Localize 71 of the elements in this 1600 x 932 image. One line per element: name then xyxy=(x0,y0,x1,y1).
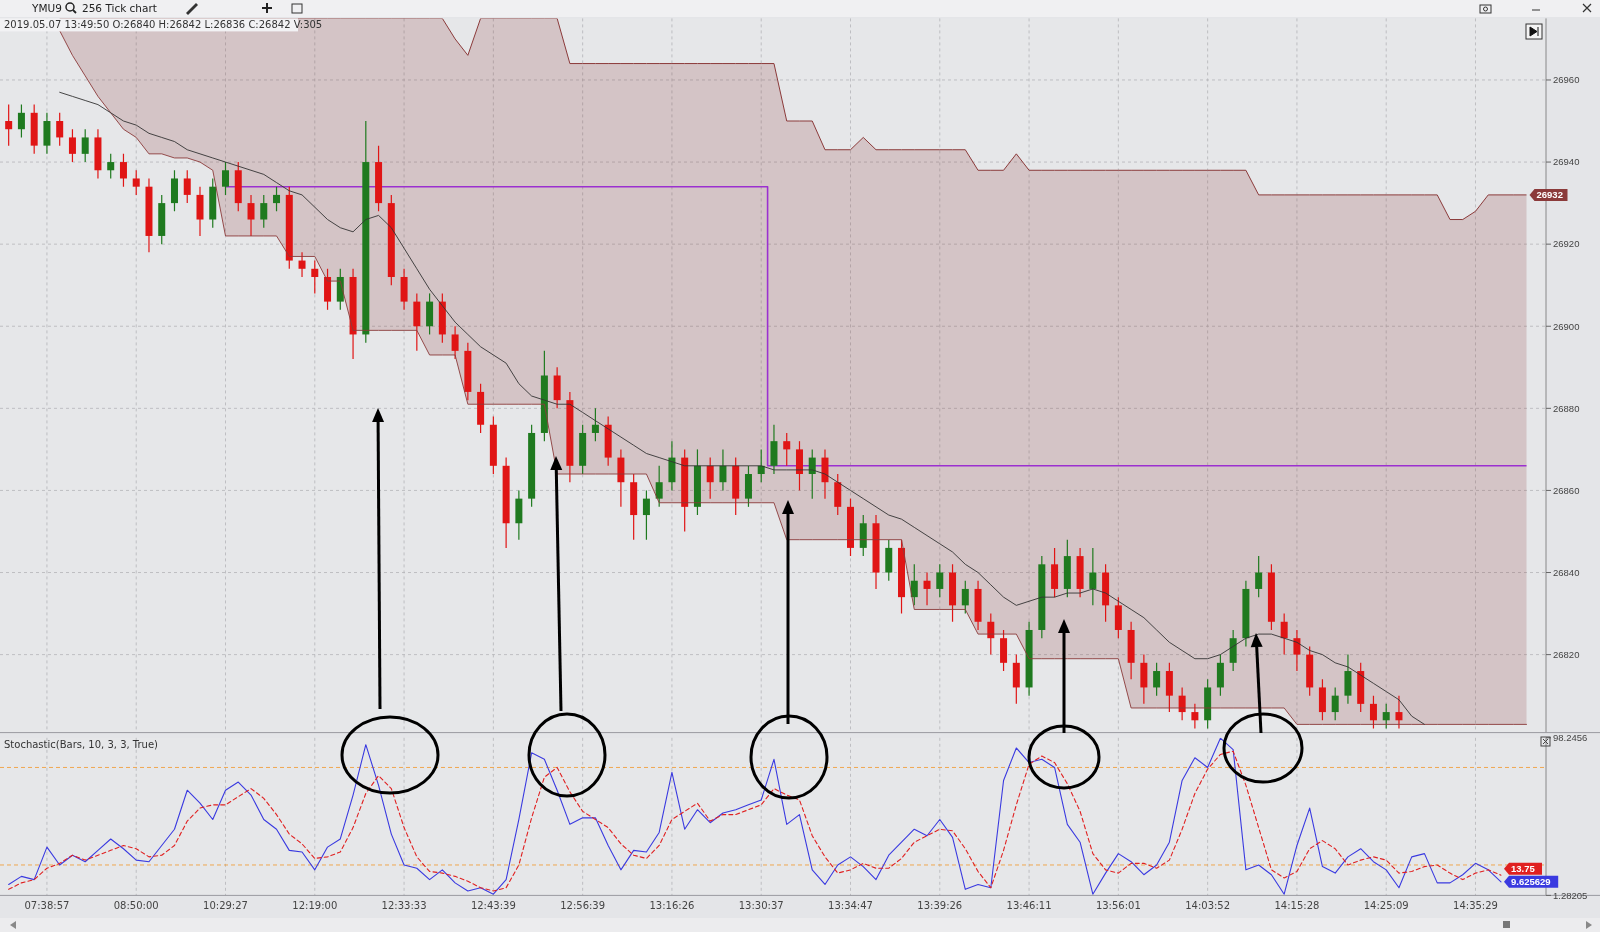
x-tick-label: 13:16:26 xyxy=(649,900,695,912)
candlestick xyxy=(17,104,25,139)
candlestick xyxy=(961,580,969,615)
candlestick xyxy=(1089,547,1097,606)
candlestick xyxy=(1191,703,1199,730)
candlestick xyxy=(273,186,281,212)
candlestick xyxy=(1293,629,1301,672)
candlestick xyxy=(5,104,13,147)
candlestick xyxy=(119,153,127,188)
candlestick xyxy=(260,194,268,229)
x-tick-label: 13:30:37 xyxy=(738,900,784,912)
candlestick xyxy=(655,465,663,508)
candlestick xyxy=(936,563,944,598)
y-tick-label: 26820 xyxy=(1553,648,1580,660)
x-tick-label: 14:03:52 xyxy=(1185,900,1231,912)
x-tick-label: 13:34:47 xyxy=(828,900,873,912)
y-tick-label: 98.2456 xyxy=(1553,732,1588,744)
candlestick xyxy=(642,489,650,541)
y-tick-label: 26860 xyxy=(1553,484,1580,496)
y-tick-label: 26900 xyxy=(1553,320,1580,332)
candlestick xyxy=(1280,612,1288,656)
candlestick xyxy=(1395,695,1403,730)
candlestick xyxy=(451,325,459,360)
candlestick xyxy=(81,128,89,163)
text: 256 Tick chart xyxy=(82,2,157,14)
candlestick xyxy=(1153,662,1161,697)
candlestick xyxy=(1331,686,1339,721)
candlestick xyxy=(68,128,76,163)
chart-title: 2019.05.07 13:49:50 O:26840 H:26842 L:26836 C:26842 V:305 xyxy=(4,19,323,31)
y-tick-label: 26840 xyxy=(1553,566,1580,578)
data-label: 26932 xyxy=(1536,189,1563,201)
candlestick xyxy=(311,259,319,295)
candlestick xyxy=(1255,555,1263,598)
candlestick xyxy=(1382,703,1390,730)
candlestick xyxy=(298,251,306,278)
y-tick-label: 1.28205 xyxy=(1553,889,1588,901)
x-tick-label: 13:46:11 xyxy=(1006,900,1052,912)
x-tick-label: 10:29:27 xyxy=(203,900,248,912)
y-tick-label: 26920 xyxy=(1553,238,1580,250)
y-tick-label: 26880 xyxy=(1553,402,1580,414)
candlestick xyxy=(591,407,599,442)
candlestick xyxy=(706,456,714,500)
y-tick-label: 26940 xyxy=(1553,156,1580,168)
line-series xyxy=(59,91,1425,725)
x-tick-label: 07:38:57 xyxy=(24,900,70,912)
candlestick xyxy=(247,194,255,237)
candlestick xyxy=(183,169,191,204)
text: YMU9 xyxy=(31,2,62,14)
x-tick-label: 08:50:00 xyxy=(113,900,159,912)
x-tick-label: 12:19:00 xyxy=(292,900,338,912)
candlestick xyxy=(910,563,918,606)
y-tick-label: 26960 xyxy=(1553,74,1580,86)
candlestick xyxy=(132,169,140,196)
chart-title: Stochastic(Bars, 10, 3, 3, True) xyxy=(4,738,159,750)
x-tick-label: 12:43:39 xyxy=(470,900,516,912)
candlestick xyxy=(923,571,931,606)
x-tick-label: 14:35:29 xyxy=(1453,900,1498,912)
data-label: 13.75 xyxy=(1511,863,1536,875)
x-tick-label: 13:56:01 xyxy=(1095,900,1141,912)
candlestick xyxy=(107,153,115,180)
x-tick-label: 14:15:28 xyxy=(1274,900,1320,912)
candlestick xyxy=(783,432,791,467)
candlestick xyxy=(1369,695,1377,730)
candlestick xyxy=(222,161,230,196)
data-label: 9.625629 xyxy=(1511,876,1551,888)
x-tick-label: 12:56:39 xyxy=(560,900,606,912)
x-tick-label: 12:33:33 xyxy=(381,900,427,912)
x-tick-label: 14:25:09 xyxy=(1363,900,1409,912)
candlestick xyxy=(719,448,727,492)
x-tick-label: 13:39:26 xyxy=(917,900,963,912)
candlestick xyxy=(56,112,64,147)
